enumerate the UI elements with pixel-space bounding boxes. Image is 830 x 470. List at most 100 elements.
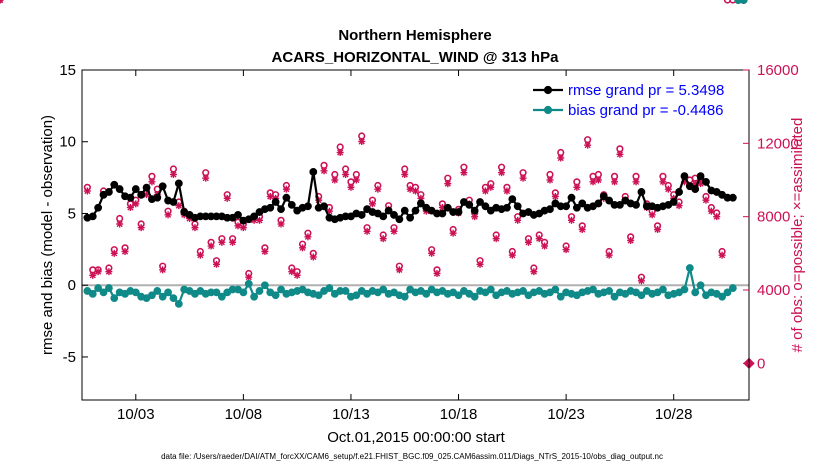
obs-assimilated-marker: [126, 204, 134, 211]
obs-assimilated-marker: [519, 174, 527, 182]
obs-assimilated-stroke: [450, 230, 457, 237]
plot-frame: [81, 69, 750, 401]
obs-assimilated-stroke: [638, 277, 645, 284]
obs-assimilated-marker: [363, 227, 371, 235]
obs-assimilated-marker: [508, 251, 516, 259]
series-point: [519, 287, 527, 295]
obs-assimilated-marker: [352, 176, 360, 184]
series-point: [503, 203, 511, 212]
y-axis-label: rmse and bias (model - observation): [39, 115, 56, 355]
obs-assimilated-stroke: [509, 252, 516, 259]
series-point: [718, 292, 727, 301]
obs-assimilated-marker: [379, 235, 387, 243]
series-point: [454, 208, 463, 216]
obs-assimilated-stroke: [363, 228, 371, 235]
obs-assimilated-stroke: [337, 149, 344, 156]
series-point: [562, 202, 571, 211]
series-point: [309, 167, 318, 176]
y-tick-label: 15: [59, 62, 76, 79]
series-point: [739, 0, 748, 4]
series-point: [277, 205, 285, 214]
series-point: [384, 206, 393, 215]
obs-assimilated-marker: [374, 185, 382, 193]
series-point: [680, 285, 689, 294]
y-right-tick-label: 16000: [757, 62, 799, 79]
obs-assimilated-stroke: [428, 250, 435, 257]
obs-assimilated-marker: [196, 251, 204, 259]
series-point: [212, 288, 221, 297]
obs-assimilated-marker: [664, 185, 672, 193]
obs-assimilated-stroke: [702, 197, 710, 204]
obs-assimilated-marker: [245, 273, 253, 281]
series-point: [680, 172, 689, 181]
obs-assimilated-stroke: [487, 184, 494, 191]
obs-assimilated-marker: [347, 183, 355, 191]
obs-assimilated-stroke: [218, 239, 225, 246]
series-point: [320, 202, 328, 211]
x-tick-label: 10/18: [440, 406, 478, 423]
obs-assimilated-stroke: [584, 142, 591, 149]
obs-assimilated-stroke: [320, 167, 328, 174]
series-point: [88, 289, 97, 298]
obs-assimilated-stroke: [525, 239, 532, 246]
series-point: [465, 200, 474, 209]
series-point: [589, 285, 597, 294]
obs-assimilated-stroke: [240, 224, 247, 231]
obs-assimilated-stroke: [390, 228, 398, 235]
series-point: [728, 284, 737, 292]
obs-assimilated-stroke: [164, 211, 172, 218]
obs-assimilated-stroke: [229, 239, 236, 246]
x-tick-label: 10/13: [332, 406, 370, 423]
series-point: [438, 209, 447, 218]
obs-assimilated-marker: [132, 200, 140, 208]
obs-assimilated-marker: [541, 242, 549, 250]
obs-assimilated-marker: [239, 224, 247, 232]
obs-assimilated-marker: [148, 178, 156, 186]
obs-assimilated-stroke: [552, 193, 559, 200]
plot-area: 10/03 10/08 10/13 10/18 10/23 10/28 -5 0 5 10 15 0 4…: [0, 0, 799, 423]
obs-assimilated-marker: [234, 222, 242, 230]
series-point: [379, 285, 388, 294]
series-point: [341, 287, 350, 295]
obs-assimilated-stroke: [111, 250, 118, 257]
obs-assimilated-stroke: [493, 235, 500, 242]
y-right-tick-label: 12000: [757, 135, 799, 152]
series-point: [158, 182, 167, 191]
obs-assimilated-stroke: [557, 154, 564, 162]
series-point: [632, 200, 640, 209]
obs-assimilated-marker: [654, 226, 662, 233]
obs-assimilated-stroke: [353, 176, 360, 184]
obs-assimilated-stroke: [245, 274, 252, 281]
x-tick-label: 10/03: [117, 406, 155, 423]
series-point: [88, 212, 97, 221]
series-point: [390, 211, 398, 219]
series-point: [244, 279, 253, 288]
y-right-tick-label: 4000: [757, 282, 790, 299]
series-point: [314, 291, 323, 300]
obs-assimilated-stroke: [627, 237, 634, 244]
series-point: [325, 284, 334, 292]
obs-assimilated-stroke: [482, 187, 489, 195]
y-axis-label-right: # of obs: o=possible; ×=assimilated: [789, 118, 806, 353]
obs-assimilated-stroke: [208, 242, 215, 250]
obs-assimilated-marker: [616, 150, 624, 158]
obs-assimilated-marker: [567, 216, 575, 224]
obs-assimilated-marker: [707, 207, 715, 215]
obs-assimilated-stroke: [579, 226, 586, 233]
series-point: [266, 203, 275, 212]
series-point: [110, 180, 119, 189]
series-point: [164, 288, 172, 297]
series-point: [637, 188, 646, 196]
obs-assimilated-marker: [261, 248, 269, 255]
obs-assimilated-marker: [342, 171, 350, 178]
series-point: [578, 199, 587, 208]
obs-assimilated-stroke: [654, 226, 661, 233]
series-point: [443, 203, 452, 212]
series-point: [508, 195, 517, 204]
obs-assimilated-stroke: [503, 187, 511, 195]
legend: rmse grand pr = 5.3498 bias grand pr = -0…: [533, 82, 724, 119]
obs-assimilated-stroke: [358, 138, 365, 145]
obs-possible-marker: [723, 0, 732, 4]
plot-background: [82, 70, 749, 400]
series-point: [357, 211, 366, 219]
